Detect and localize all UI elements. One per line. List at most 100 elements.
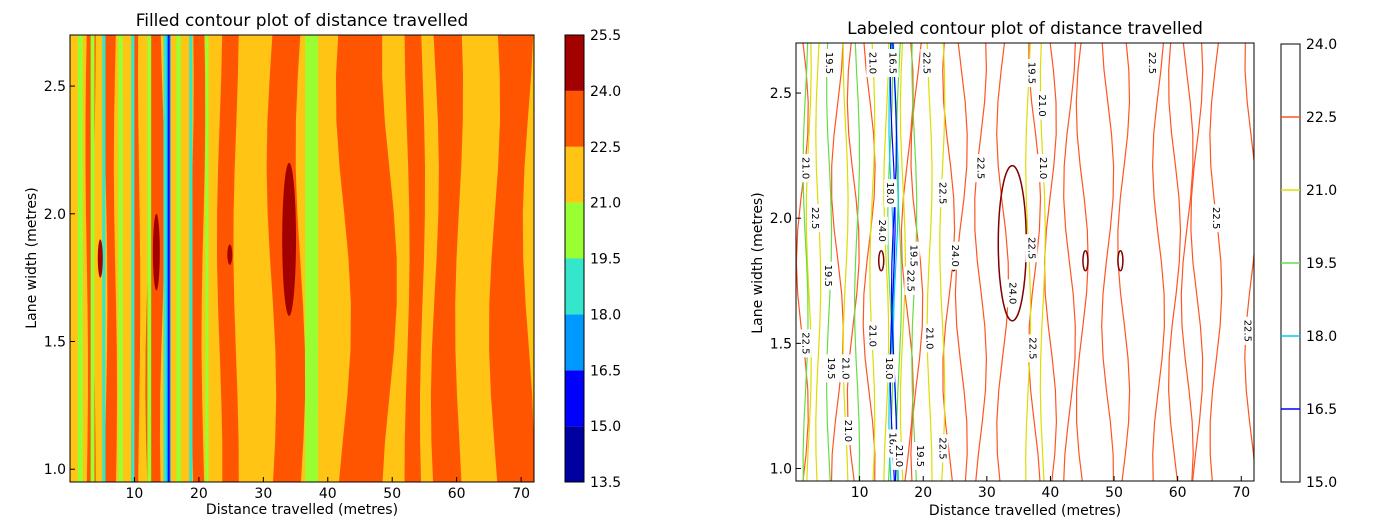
contour-line-22.5: [1167, 43, 1182, 481]
x-tick-label: 50: [383, 486, 401, 502]
right-x-axis-label: Distance travelled (metres): [929, 503, 1121, 519]
x-tick-label: 70: [512, 486, 530, 502]
contour-band: [131, 35, 135, 482]
right-colorbar: 15.0 16.5 18.0 19.5 21.0 22.5 24.0: [1280, 37, 1337, 491]
contour-inline-label: 16.5: [887, 52, 898, 74]
colorbar-swatch: [565, 202, 584, 259]
contour-label-bg: [1025, 59, 1038, 88]
colorbar-tick-label: 16.5: [1306, 402, 1337, 418]
contour-line-21.0: [926, 43, 933, 481]
contour-label-bg: [1036, 91, 1049, 120]
x-tick-label: 60: [1169, 485, 1187, 501]
contour-line-21.0: [815, 43, 822, 481]
contour-label-bg: [904, 266, 917, 295]
contour-label-bg: [914, 441, 927, 470]
right-plot-frame: [795, 42, 1255, 482]
y-tick-label: 1.5: [770, 336, 792, 352]
contour-label-bg: [949, 241, 962, 270]
contour-band: [90, 35, 95, 482]
colorbar-swatch: [565, 370, 584, 427]
colorbar-swatch: [565, 90, 584, 147]
x-tick-label: 10: [126, 486, 144, 502]
contour-line-22.5: [1190, 43, 1204, 481]
contour-label-bg: [875, 216, 888, 245]
x-tick-label: 20: [190, 486, 208, 502]
contour-inline-label: 24.0: [1006, 282, 1017, 304]
contour-label-bg: [866, 321, 879, 350]
x-tick-label: 20: [914, 485, 932, 501]
colorbar-tick-label: 13.5: [590, 475, 621, 491]
contour-inline-label: 22.5: [936, 437, 947, 459]
contour-band: [77, 35, 83, 482]
contour-inline-label: 24.0: [876, 220, 887, 242]
contour-label-bg: [886, 49, 899, 78]
colorbar-tick-label: 24.0: [1306, 37, 1337, 53]
contour-inline-label: 19.5: [825, 357, 836, 379]
contour-line-22.5: [846, 43, 860, 481]
contour-line-22.5: [1180, 43, 1194, 481]
labeled-contour-chart: Labeled contour plot of distance travell…: [750, 19, 1337, 519]
contour-region-above-24: [97, 239, 103, 278]
y-tick-label: 2.0: [770, 211, 792, 227]
contour-line-22.5: [1209, 43, 1223, 481]
contour-label-bg: [936, 179, 949, 208]
contour-label-bg: [823, 49, 836, 78]
contour-line-22.5: [1244, 43, 1254, 467]
colorbar-tick-label: 15.0: [1306, 475, 1337, 491]
colorbar-swatch: [565, 35, 584, 91]
x-tick-label: 30: [254, 486, 272, 502]
contour-line-22.5: [830, 43, 844, 481]
contour-label-bg: [866, 49, 879, 78]
contour-inline-label: 19.5: [822, 265, 833, 287]
contour-line-21.0: [869, 43, 876, 481]
left-plot-frame: [69, 34, 535, 483]
contour-band: [176, 35, 181, 482]
contour-label-bg: [1026, 334, 1039, 363]
contour-inline-label: 19.5: [908, 245, 919, 267]
contour-line-24.0: [1082, 249, 1089, 272]
contour-inline-label: 22.5: [1027, 337, 1038, 359]
colorbar-tick-label: 21.0: [590, 196, 621, 212]
contour-line-22.5: [1063, 43, 1076, 481]
contour-line-22.5: [996, 43, 1010, 481]
x-tick-label: 60: [448, 486, 466, 502]
colorbar-tick-label: 25.5: [590, 28, 621, 44]
colorbar-tick-label: 15.0: [590, 419, 621, 435]
colorbar-tick-label: 16.5: [590, 363, 621, 379]
contour-label-bg: [821, 261, 834, 290]
contour-line-21.0: [939, 43, 946, 481]
contour-label-bg: [884, 179, 897, 208]
contour-label-bg: [893, 441, 906, 470]
contour-inline-label: 22.5: [905, 270, 916, 292]
contour-line-19.5: [895, 43, 903, 481]
y-tick-label: 2.5: [770, 86, 792, 102]
colorbar-frame: [564, 34, 585, 483]
colorbar-tick-label: 18.0: [590, 307, 621, 323]
contour-inline-label: 21.0: [866, 325, 877, 347]
y-tick-label: 2.5: [44, 79, 66, 95]
contour-region-22.5-24: [430, 35, 463, 482]
contour-inline-label: 18.0: [883, 357, 894, 379]
x-tick-label: 30: [978, 485, 996, 501]
x-tick-label: 10: [851, 485, 869, 501]
filled-contour-chart: Filled contour plot of distance travelle…: [24, 11, 621, 518]
colorbar-tick-label: 18.0: [1306, 329, 1337, 345]
contour-region-above-24: [282, 162, 297, 316]
right-chart-title: Labeled contour plot of distance travell…: [847, 19, 1203, 39]
x-tick-label: 40: [319, 486, 337, 502]
contour-label-bg: [842, 416, 855, 445]
contour-line-16.5: [890, 43, 898, 481]
colorbar-tick-label: 21.0: [1306, 183, 1337, 199]
colorbar-tick-label: 24.0: [590, 84, 621, 100]
contour-inline-label: 21.0: [1037, 157, 1048, 179]
contour-band: [305, 35, 319, 482]
contour-line-24.0: [1117, 249, 1124, 272]
contour-line-21.0: [899, 43, 907, 481]
right-y-axis-label: Lane width (metres): [750, 192, 766, 333]
y-tick-label: 1.0: [44, 462, 66, 478]
contour-band: [147, 35, 152, 482]
colorbar-swatch: [565, 146, 584, 203]
contour-label-bg: [1209, 204, 1222, 233]
left-colorbar: 13.5 15.0 16.5 18.0 19.5 21.0 22.5 24.0 25.5: [564, 28, 621, 491]
contour-line-19.5: [887, 43, 894, 481]
